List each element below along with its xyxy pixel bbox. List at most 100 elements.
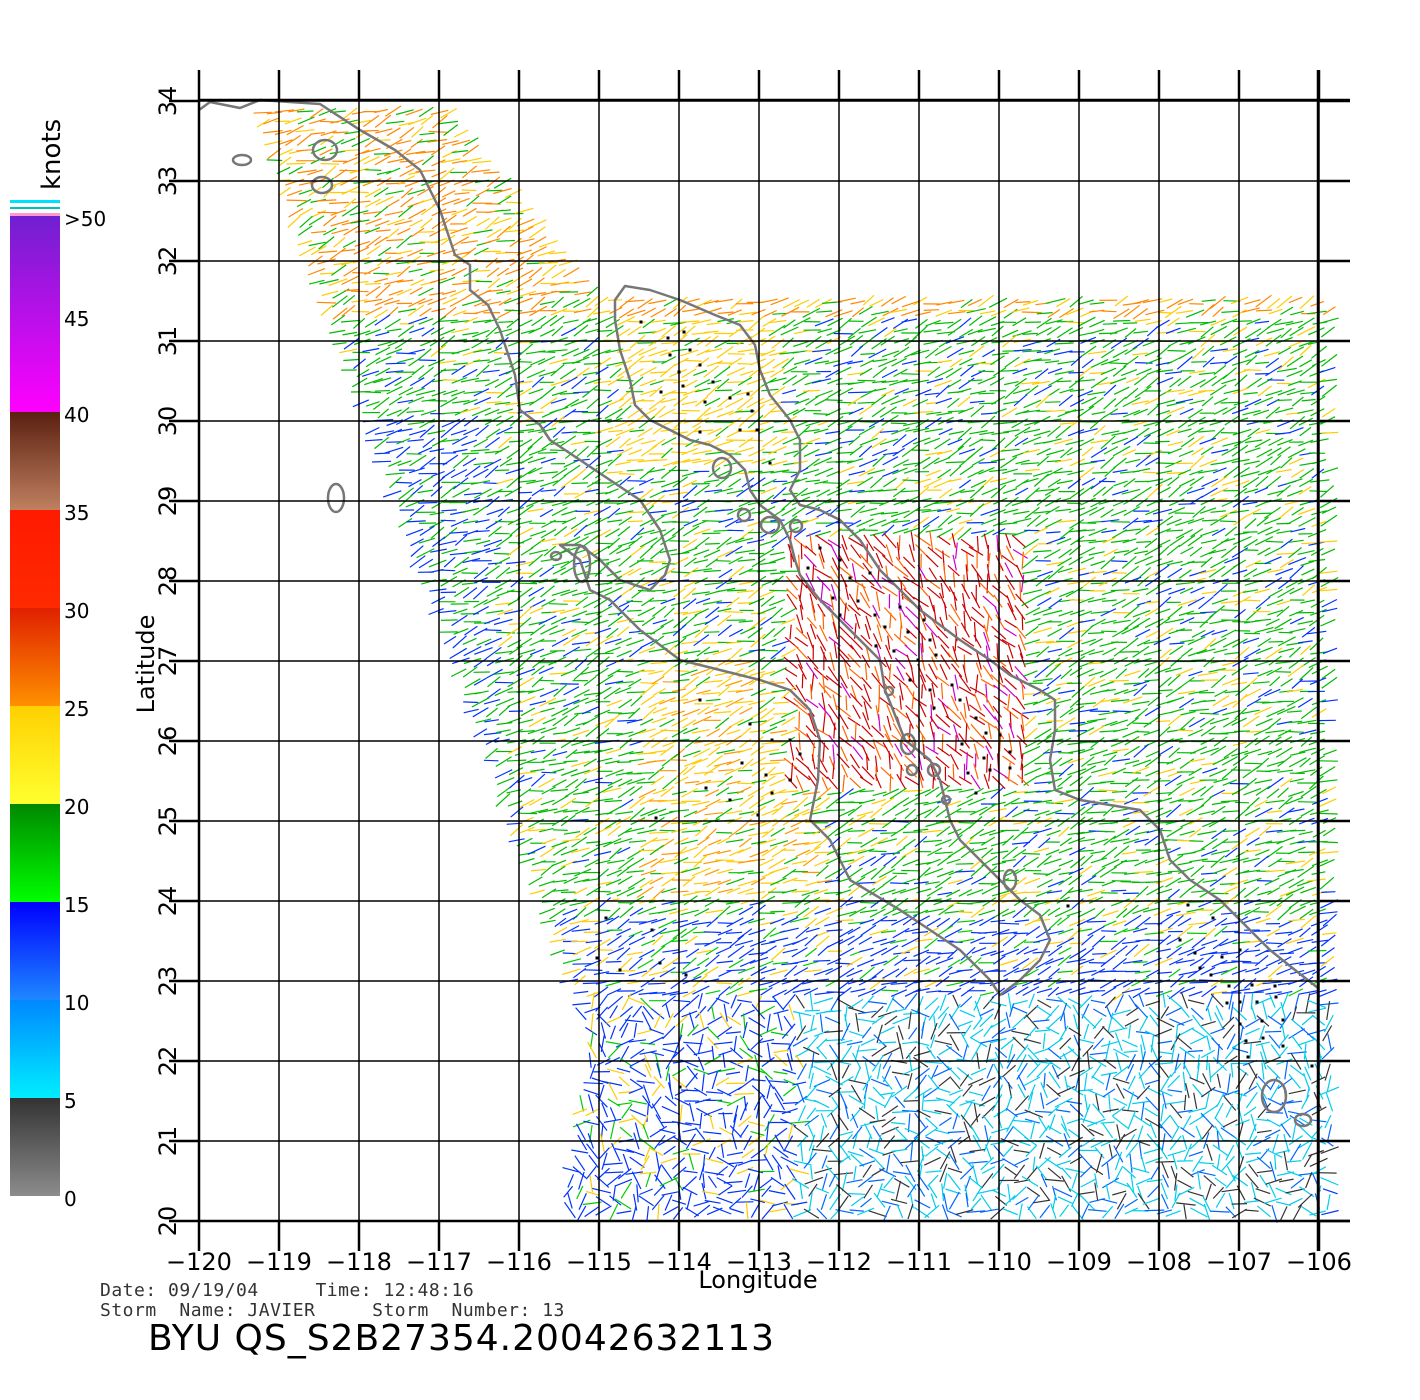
wind-vector [508,440,524,443]
wind-vector [1197,671,1218,677]
wind-vector [1267,297,1281,309]
wind-vector [420,205,435,216]
wind-vector [769,556,786,564]
wind-vector [1088,527,1108,537]
wind-vector [1200,529,1219,537]
wind-vector [1020,753,1024,771]
wind-vector [1123,547,1139,556]
wind-vector [618,712,635,715]
wind-vector [385,190,404,195]
wind-vector [1166,560,1183,566]
wind-vector [682,708,701,717]
wind-vector [858,425,876,436]
wind-vector [603,837,622,848]
wind-vector [924,416,942,429]
wind-vector [1146,498,1163,507]
wind-vector [494,401,511,405]
wind-vector [462,358,481,368]
wind-vector [1025,607,1041,616]
wind-vector [822,742,826,763]
wind-vector [1004,677,1018,690]
wind-vector [1112,445,1131,457]
wind-vector [1136,639,1151,647]
wind-vector [1025,385,1039,396]
wind-vector [856,518,874,528]
wind-vector [452,635,467,649]
wind-vector [288,207,304,218]
wind-vector [893,565,909,578]
wind-vector [1112,710,1132,713]
wind-vector [1024,767,1042,776]
wind-vector [341,205,359,217]
wind-vector [463,538,481,542]
wind-vector [451,328,470,334]
wind-vector [728,827,743,838]
wind-vector [1231,407,1249,415]
wind-vector [461,452,479,455]
wind-vector [1090,447,1108,459]
wind-vector [662,740,677,747]
wind-vector [902,556,916,569]
wind-vector [624,827,645,833]
wind-vector [1288,646,1302,658]
wind-vector [454,192,470,195]
wind-vector [1199,459,1218,468]
wind-vector [1077,747,1094,755]
wind-vector [703,650,720,655]
wind-vector [1200,699,1216,703]
wind-vector [1246,730,1261,733]
wind-vector [1264,556,1282,565]
wind-vector [475,379,490,382]
wind-vector [1155,720,1171,723]
wind-vector [1288,380,1302,387]
wind-vector [464,465,481,478]
wind-vector [1288,657,1304,669]
wind-vector [683,518,699,527]
wind-vector [1211,801,1230,806]
wind-vector [1275,567,1294,576]
wind-vector [450,320,469,324]
wind-vector [682,325,696,337]
wind-vector [1065,650,1084,657]
wind-vector [646,468,666,474]
wind-vector [705,698,721,702]
wind-vector [1232,693,1248,709]
wind-vector [674,670,690,672]
wind-vector [841,763,849,778]
wind-vector [1224,526,1237,537]
wind-vector [896,542,900,560]
wind-vector [750,404,765,417]
wind-vector [726,367,745,377]
wind-vector [1123,688,1138,694]
wind-vector [508,622,525,625]
wind-vector [781,709,798,718]
wind-vector [528,388,544,395]
wind-vector [999,532,1018,535]
wind-vector [609,367,622,379]
wind-vector [496,589,515,597]
wind-vector [882,742,894,760]
wind-vector [1246,318,1261,325]
wind-vector [695,387,711,393]
wind-vector [726,641,742,644]
wind-vector [1022,555,1039,569]
wind-vector [681,368,697,379]
wind-vector [1114,396,1127,408]
wind-vector [793,808,810,817]
wind-vector [690,668,710,677]
wind-vector [552,846,568,856]
wind-vector [1048,777,1063,785]
wind-vector [1265,618,1280,627]
wind-vector [586,841,601,844]
wind-vector [1078,428,1098,434]
wind-vector [426,249,446,258]
legend-band-15-20 [10,804,60,902]
wind-vector [971,530,987,534]
wind-vector [440,438,460,443]
wind-vector [419,132,435,136]
wind-vector [992,585,1009,599]
wind-vector [1188,717,1205,728]
wind-vector [1110,719,1128,727]
wind-vector [960,365,974,377]
wind-vector [872,604,881,619]
